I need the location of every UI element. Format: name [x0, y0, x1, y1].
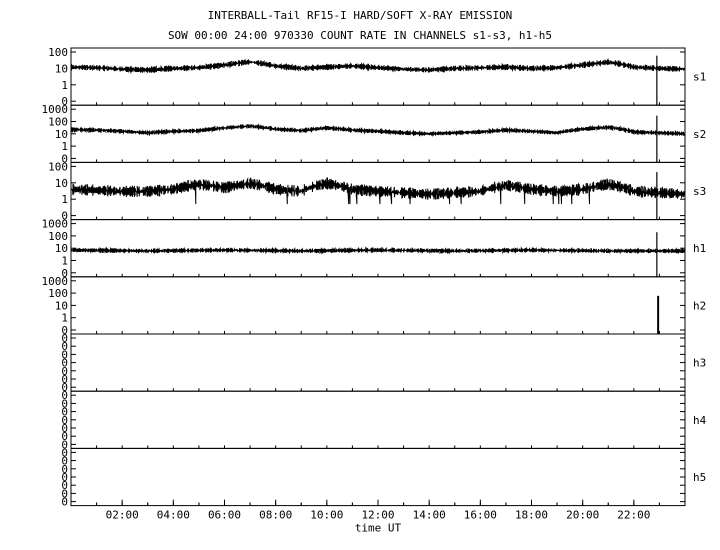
panel-frame-h4: [70, 390, 686, 449]
y-tick-label-h4: 0: [61, 406, 68, 419]
y-tick-label-h3: 0: [61, 340, 68, 353]
x-tick-label: 08:00: [259, 509, 292, 522]
y-tick-label-s3: 1: [61, 193, 68, 206]
y-tick-label-s2: 0: [61, 152, 68, 165]
y-tick-label-h5: 0: [61, 446, 68, 459]
y-tick-label-h3: 0: [61, 348, 68, 361]
y-tick-label-s3: 100: [48, 160, 68, 173]
x-tick-label: 06:00: [208, 509, 241, 522]
y-tick-label-h3: 0: [61, 381, 68, 394]
panel-label-s1: s1: [693, 71, 706, 84]
y-tick-label-h2: 1000: [42, 275, 69, 288]
y-tick-label-h4: 0: [61, 422, 68, 435]
y-tick-label-s1: 100: [48, 46, 68, 59]
y-tick-label-h5: 0: [61, 463, 68, 476]
y-tick-label-s3: 0: [61, 210, 68, 223]
y-tick-label-h4: 0: [61, 414, 68, 427]
x-tick-label: 14:00: [413, 509, 446, 522]
y-tick-label-s2: 1: [61, 140, 68, 153]
y-tick-label-s1: 1: [61, 79, 68, 92]
y-tick-label-h2: 100: [48, 287, 68, 300]
y-tick-label-h4: 0: [61, 397, 68, 410]
x-tick-label: 10:00: [310, 509, 343, 522]
panel-frame-s2: [70, 104, 686, 163]
x-tick-label: 04:00: [157, 509, 190, 522]
y-tick-label-h1: 10: [55, 242, 68, 255]
y-tick-label-s3: 10: [55, 177, 68, 190]
x-tick-label: 02:00: [106, 509, 139, 522]
y-tick-label-s2: 100: [48, 116, 68, 129]
series-trace-s3: [70, 177, 686, 205]
panel-label-h4: h4: [693, 414, 707, 427]
x-tick-label: 20:00: [566, 509, 599, 522]
x-tick-label: 12:00: [361, 509, 394, 522]
series-trace-h1: [70, 246, 686, 255]
y-tick-label-h5: 0: [61, 487, 68, 500]
series-trace-s2: [70, 123, 686, 137]
x-axis-label: time UT: [355, 522, 402, 535]
panel-label-h1: h1: [693, 242, 706, 255]
y-tick-label-h4: 0: [61, 389, 68, 402]
y-tick-label-s2: 10: [55, 128, 68, 141]
y-tick-label-s2: 1000: [42, 103, 69, 116]
y-tick-label-s1: 10: [55, 62, 68, 75]
y-tick-label-h2: 0: [61, 324, 68, 337]
y-tick-label-h4: 0: [61, 438, 68, 451]
panel-frame-h5: [70, 447, 686, 507]
y-tick-label-h3: 0: [61, 365, 68, 378]
y-tick-label-s1: 0: [61, 95, 68, 108]
x-tick-label: 16:00: [464, 509, 497, 522]
chart-subtitle: SOW 00:00 24:00 970330 COUNT RATE IN CHA…: [167, 29, 553, 42]
y-tick-label-h3: 0: [61, 357, 68, 370]
panel-label-h2: h2: [693, 299, 706, 312]
y-tick-label-h5: 0: [61, 479, 68, 492]
x-tick-label: 18:00: [515, 509, 548, 522]
panel-label-h5: h5: [693, 471, 706, 484]
series-trace-s1: [70, 57, 686, 75]
panel-label-s2: s2: [693, 128, 706, 141]
y-tick-label-h3: 0: [61, 373, 68, 386]
panel-frame-h2: [70, 276, 686, 335]
y-tick-label-h5: 0: [61, 455, 68, 468]
panel-frame-h3: [70, 333, 686, 392]
panel-label-s3: s3: [693, 185, 706, 198]
y-tick-label-h1: 100: [48, 230, 68, 243]
y-tick-label-h1: 1000: [42, 218, 69, 231]
y-tick-label-h2: 10: [55, 299, 68, 312]
y-tick-label-h2: 1: [61, 312, 68, 325]
y-tick-label-h1: 0: [61, 267, 68, 280]
y-tick-label-h5: 0: [61, 471, 68, 484]
chart-title: INTERBALL-Tail RF15-I HARD/SOFT X-RAY EM…: [207, 9, 513, 22]
panel-label-h3: h3: [693, 357, 706, 370]
panel-frame-s1: [70, 47, 686, 106]
y-tick-label-h3: 0: [61, 332, 68, 345]
y-tick-label-h4: 0: [61, 430, 68, 443]
y-tick-label-h1: 1: [61, 255, 68, 268]
x-tick-label: 22:00: [617, 509, 650, 522]
y-tick-label-h5: 0: [61, 496, 68, 509]
